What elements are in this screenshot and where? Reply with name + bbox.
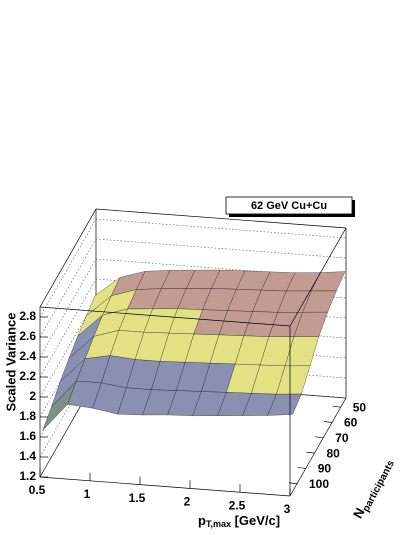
- y-label-sub: participants: [360, 458, 397, 514]
- surface-cell: [267, 393, 302, 416]
- grid-line: [39, 278, 97, 378]
- z-tick-label: 2.6: [19, 329, 36, 343]
- y-tick-label: 70: [335, 431, 349, 445]
- y-tick: [323, 421, 333, 423]
- z-tick-label: 2.2: [19, 369, 36, 383]
- grid-line: [39, 358, 97, 458]
- y-tick-label: 80: [327, 446, 341, 460]
- x-tick-label: 2: [184, 495, 191, 509]
- box-edge: [289, 227, 347, 327]
- z-tick-label: 1.8: [19, 409, 36, 423]
- x-tick-label: 3: [284, 502, 291, 516]
- grid-line: [39, 298, 97, 398]
- y-tick: [297, 467, 306, 469]
- y-tick: [306, 451, 315, 454]
- grid-line: [39, 238, 97, 338]
- z-tick-label: 2: [29, 389, 36, 403]
- x-tick-label: 1: [84, 487, 91, 501]
- x-label-rest: [GeV/c]: [231, 513, 280, 528]
- y-tick-label: 60: [344, 416, 358, 430]
- z-tick-label: 2.4: [19, 349, 36, 363]
- legend-box: [225, 196, 353, 215]
- grid-line: [95, 238, 347, 259]
- z-tick-label: 2.8: [19, 309, 36, 323]
- x-tick-label: 0.5: [29, 483, 46, 497]
- y-tick-label: 100: [309, 477, 329, 491]
- z-tick-label: 1.4: [19, 449, 36, 463]
- x-tick-label: 2.5: [229, 498, 246, 512]
- y-tick: [315, 436, 324, 439]
- y-tick-label: 50: [353, 400, 367, 414]
- grid-line: [95, 218, 347, 239]
- y-axis-label: Nparticipants: [350, 455, 396, 522]
- z-tick-label: 1.6: [19, 429, 36, 443]
- grid-line: [39, 258, 97, 358]
- y-axis: [289, 397, 347, 497]
- x-label-main: p: [198, 513, 206, 528]
- box-edge: [95, 208, 347, 229]
- x-axis-label: pT,max [GeV/c]: [198, 513, 280, 529]
- z-tick-label: 1.2: [19, 469, 36, 483]
- grid-line: [39, 218, 97, 318]
- x-label-sub: T,max: [206, 519, 231, 529]
- x-tick-label: 1.5: [129, 491, 146, 505]
- grid-line: [39, 378, 97, 478]
- box-edge: [39, 306, 291, 327]
- y-tick-label: 90: [318, 462, 332, 476]
- legend-text: 62 GeV Cu+Cu: [251, 200, 327, 212]
- box-edge: [39, 208, 97, 308]
- y-tick: [332, 405, 341, 408]
- x-axis: [39, 476, 291, 497]
- z-axis-label: Scaled Variance: [3, 312, 18, 411]
- y-tick: [288, 482, 298, 485]
